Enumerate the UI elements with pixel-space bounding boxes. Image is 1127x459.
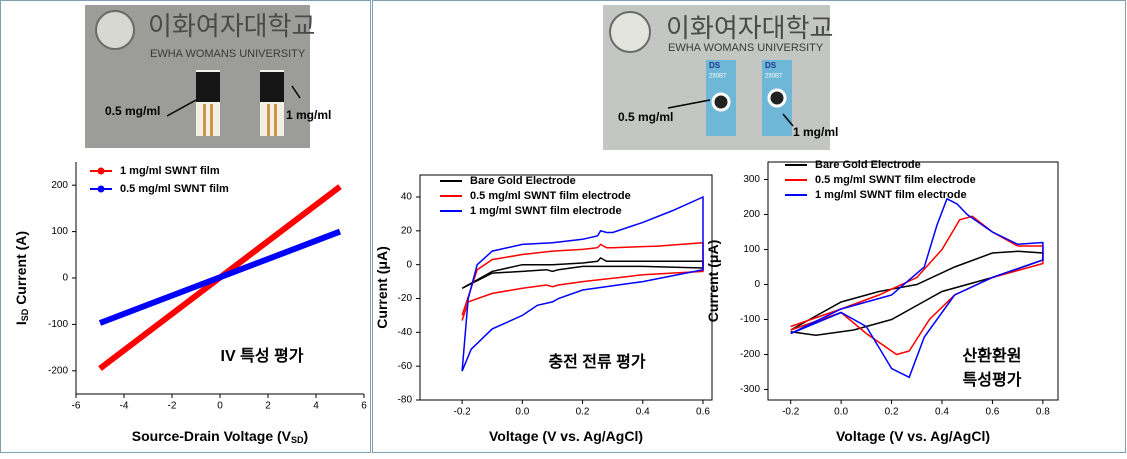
text-part: I bbox=[13, 321, 29, 325]
text-part: Source-Drain Voltage (V bbox=[132, 428, 292, 444]
legend-label: 0.5 mg/ml SWNT film bbox=[120, 183, 229, 195]
photo-title: 이화여자대학교 bbox=[148, 11, 315, 41]
legend-marker bbox=[97, 167, 105, 175]
x-tick-label: 2 bbox=[265, 401, 271, 412]
x-tick-label: 0.2 bbox=[885, 407, 899, 418]
x-tick-label: 0.4 bbox=[935, 407, 949, 418]
legend-label: 1 mg/ml SWNT film bbox=[120, 165, 220, 177]
y-tick-label: 0 bbox=[406, 259, 412, 270]
panel bbox=[0, 0, 371, 453]
photo-label: 1 mg/ml bbox=[793, 125, 838, 139]
axis-title: Current (μA) bbox=[374, 246, 390, 328]
y-tick-label: 100 bbox=[51, 226, 68, 237]
plot-frame bbox=[767, 161, 1059, 401]
text-part: Voltage (V vs. Ag/AgCl) bbox=[489, 428, 643, 444]
legend-label: Bare Gold Electrode bbox=[470, 175, 576, 187]
photo-label: 0.5 mg/ml bbox=[618, 110, 673, 124]
plot-frame bbox=[419, 174, 713, 401]
legend-label: 1 mg/ml SWNT film electrode bbox=[815, 189, 967, 201]
chip-text: DS bbox=[709, 61, 721, 70]
y-tick-label: -40 bbox=[398, 327, 413, 338]
y-tick-label: 0 bbox=[754, 279, 760, 290]
y-tick-label: 0 bbox=[62, 273, 68, 284]
text-part: Current (μA) bbox=[705, 240, 721, 322]
axis-title: Voltage (V vs. Ag/AgCl) bbox=[489, 428, 643, 444]
annotation: 산환환원 bbox=[963, 347, 1022, 365]
axis-title: Voltage (V vs. Ag/AgCl) bbox=[836, 428, 990, 444]
text-part: ) bbox=[304, 428, 309, 444]
y-tick-label: 200 bbox=[51, 180, 68, 191]
subscript: SD bbox=[291, 435, 304, 445]
annotation: 충전 전류 평가 bbox=[548, 353, 645, 371]
x-tick-label: 0.0 bbox=[515, 407, 529, 418]
x-tick-label: -4 bbox=[120, 401, 129, 412]
photo: 이화여자대학교 EWHA WOMANS UNIVERSITY DS 250BT … bbox=[603, 5, 838, 150]
y-tick-label: 300 bbox=[743, 174, 760, 185]
y-tick-label: -60 bbox=[398, 361, 413, 372]
y-tick-label: 100 bbox=[743, 244, 760, 255]
y-tick-label: 200 bbox=[743, 209, 760, 220]
y-tick-label: -80 bbox=[398, 395, 413, 406]
x-tick-label: 0.8 bbox=[1036, 407, 1050, 418]
annotation: IV 특성 평가 bbox=[221, 347, 304, 365]
y-tick-label: 40 bbox=[401, 192, 413, 203]
x-tick-label: 0.4 bbox=[636, 407, 650, 418]
series-line bbox=[461, 256, 704, 289]
chip-text: 250BT bbox=[765, 74, 783, 80]
subscript: SD bbox=[20, 308, 30, 321]
legend-label: Bare Gold Electrode bbox=[815, 159, 921, 171]
y-tick-label: -100 bbox=[740, 314, 760, 325]
photo-subtitle: EWHA WOMANS UNIVERSITY bbox=[668, 42, 824, 54]
legend-label: 1 mg/ml SWNT film electrode bbox=[470, 205, 622, 217]
series-line bbox=[790, 250, 1044, 337]
x-tick-label: 0.0 bbox=[834, 407, 848, 418]
y-tick-label: -200 bbox=[740, 349, 760, 360]
photo-title: 이화여자대학교 bbox=[666, 13, 833, 43]
photo-label: 1 mg/ml bbox=[286, 108, 331, 122]
series-line bbox=[461, 241, 704, 321]
legend-label: 0.5 mg/ml SWNT film electrode bbox=[470, 190, 631, 202]
photo-label: 0.5 mg/ml bbox=[105, 104, 160, 118]
annotation: 특성평가 bbox=[963, 371, 1022, 389]
x-tick-label: 6 bbox=[361, 401, 367, 412]
y-tick-label: -200 bbox=[48, 365, 68, 376]
photo-subtitle: EWHA WOMANS UNIVERSITY bbox=[150, 48, 306, 60]
panel bbox=[372, 0, 1126, 453]
axis-title: Source-Drain Voltage (VSD) bbox=[132, 428, 308, 446]
x-tick-label: 0 bbox=[217, 401, 223, 412]
axis-title: ISD Current (A) bbox=[13, 231, 31, 325]
x-tick-label: -2 bbox=[168, 401, 177, 412]
text-part: Voltage (V vs. Ag/AgCl) bbox=[836, 428, 990, 444]
x-tick-label: -6 bbox=[72, 401, 81, 412]
legend-marker bbox=[97, 185, 105, 193]
y-tick-label: -300 bbox=[740, 384, 760, 395]
y-tick-label: -20 bbox=[398, 293, 413, 304]
x-tick-label: 0.2 bbox=[576, 407, 590, 418]
x-tick-label: -0.2 bbox=[782, 407, 800, 418]
text-part: Current (μA) bbox=[374, 246, 390, 328]
series-line bbox=[461, 195, 704, 372]
axis-title: Current (μA) bbox=[705, 240, 721, 322]
x-tick-label: -0.2 bbox=[454, 407, 472, 418]
series-line bbox=[98, 228, 342, 326]
y-tick-label: -100 bbox=[48, 319, 68, 330]
chip-text: DS bbox=[765, 61, 777, 70]
x-tick-label: 0.6 bbox=[696, 407, 710, 418]
legend-label: 0.5 mg/ml SWNT film electrode bbox=[815, 174, 976, 186]
text-part: Current (A) bbox=[13, 231, 29, 309]
y-tick-label: 20 bbox=[401, 225, 413, 236]
series-line bbox=[790, 197, 1044, 379]
photo: 이화여자대학교 EWHA WOMANS UNIVERSITY 0.5 mg/ml… bbox=[85, 5, 331, 148]
chip-text: 250BT bbox=[709, 74, 727, 80]
x-tick-label: 0.6 bbox=[985, 407, 999, 418]
x-tick-label: 4 bbox=[313, 401, 319, 412]
